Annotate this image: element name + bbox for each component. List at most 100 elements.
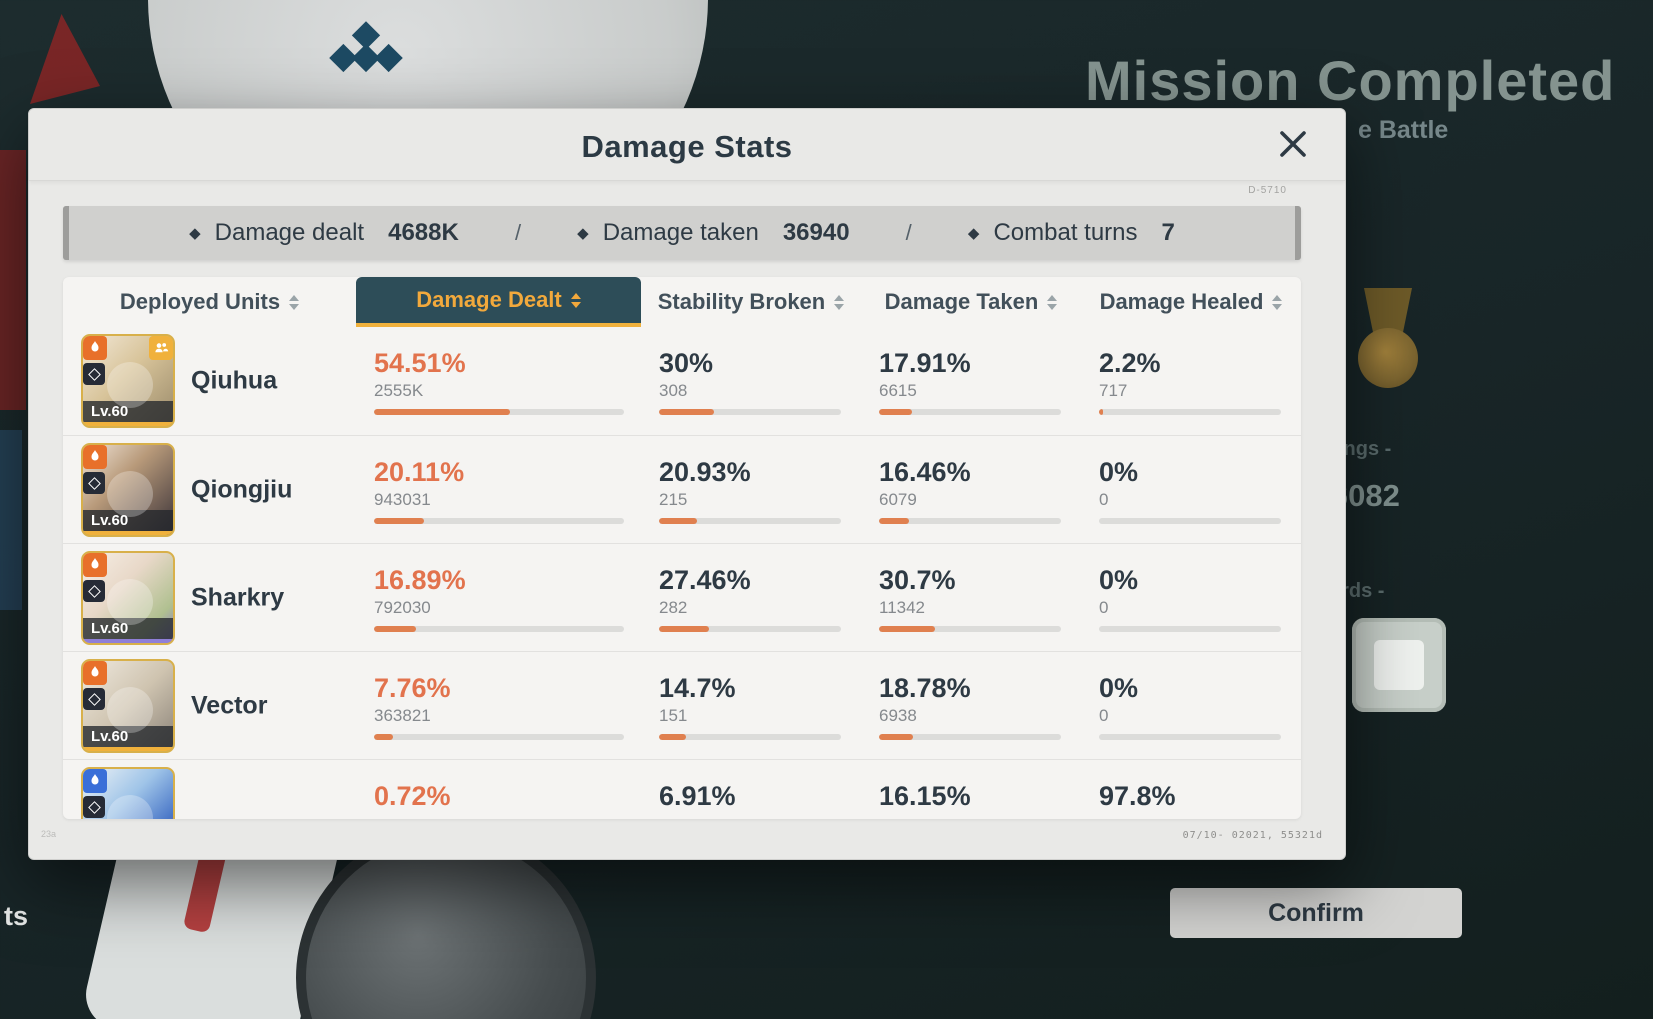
unit-avatar: [81, 767, 175, 819]
bar-fill: [879, 626, 935, 632]
rarity-accent-bar: [83, 422, 173, 426]
bar-fill: [879, 409, 912, 415]
diamond-glyph: [87, 692, 101, 706]
column-header-damage-dealt[interactable]: Damage Dealt: [356, 277, 641, 327]
damage-dealt-stat: 7.76% 363821: [374, 672, 624, 740]
confirm-button[interactable]: Confirm: [1170, 888, 1462, 938]
element-fire-icon: [83, 445, 107, 469]
damage-taken-value: 6938: [879, 706, 917, 725]
damage-taken-stat: 16.15%: [879, 780, 1061, 819]
summary-separator: /: [514, 220, 522, 245]
damage-healed-percent: 0%: [1099, 457, 1139, 487]
damage-healed-value: 0: [1099, 598, 1109, 617]
damage-taken-bar: [879, 518, 1061, 524]
sort-icon: [834, 294, 845, 310]
unit-avatar: Lv.60: [81, 551, 175, 645]
summary-damage-dealt: ◆ Damage dealt 4688K: [189, 219, 459, 247]
medal-disc: [1358, 328, 1418, 388]
sort-down-arrow: [1047, 303, 1058, 310]
diamond-bullet-icon: ◆: [189, 225, 201, 242]
sort-icon: [1272, 294, 1283, 310]
sort-icon: [1047, 294, 1058, 310]
summary-bar: ◆ Damage dealt 4688K / ◆ Damage taken 36…: [63, 206, 1301, 260]
stability-broken-bar: [659, 734, 841, 740]
diamond-bullet-icon: ◆: [967, 225, 980, 242]
damage-taken-percent: 18.78%: [879, 673, 971, 703]
column-header-damage-taken[interactable]: Damage Taken: [861, 277, 1081, 327]
sort-down-arrow: [834, 303, 845, 310]
damage-dealt-stat: 0.72%: [374, 780, 624, 819]
damage-taken-stat: 17.91% 6615: [879, 347, 1061, 415]
bar-fill: [879, 518, 909, 524]
sort-down-arrow: [1272, 303, 1283, 310]
table-row: 0.72% 6.91% 16.15% 97.8%: [63, 759, 1301, 819]
column-header-deployed-units[interactable]: Deployed Units: [63, 277, 356, 327]
column-header-damage-healed[interactable]: Damage Healed: [1081, 277, 1301, 327]
weapon-type-icon: [83, 688, 105, 710]
stability-broken-stat: 30% 308: [659, 347, 841, 415]
summary-left-cap: [63, 206, 69, 260]
table-row: Lv.60 Sharkry 16.89% 792030 27.46% 282 3…: [63, 543, 1301, 651]
damage-healed-stat: 97.8%: [1099, 780, 1281, 819]
stats-table-body[interactable]: Lv.60 Qiuhua 54.51% 2555K 30% 308 17.91%…: [63, 327, 1301, 819]
damage-dealt-percent: 16.89%: [374, 565, 466, 595]
damage-taken-percent: 16.46%: [879, 457, 971, 487]
team-leader-icon: [149, 336, 173, 360]
column-label: Stability Broken: [657, 289, 826, 314]
damage-dealt-stat: 16.89% 792030: [374, 564, 624, 632]
stability-broken-bar: [659, 409, 841, 415]
damage-healed-bar: [1099, 734, 1281, 740]
bar-fill: [659, 626, 709, 632]
damage-taken-stat: 30.7% 11342: [879, 564, 1061, 632]
summary-combat-turns: ◆ Combat turns 7: [968, 219, 1175, 247]
close-button[interactable]: [1269, 121, 1317, 169]
damage-taken-bar: [879, 626, 1061, 632]
stability-broken-value: 308: [659, 381, 688, 400]
stats-table-header: Deployed Units Damage Dealt Stability Br…: [63, 277, 1301, 327]
damage-healed-value: 717: [1099, 381, 1128, 400]
cutoff-corner-text: ts: [4, 901, 29, 931]
damage-dealt-value: 792030: [374, 598, 431, 617]
summary-label: Damage taken: [602, 219, 759, 246]
damage-dealt-percent: 7.76%: [374, 673, 451, 703]
stability-broken-value: 215: [659, 490, 688, 509]
unit-avatar: Lv.60: [81, 443, 175, 537]
summary-value: 36940: [782, 219, 850, 246]
stability-broken-stat: 27.46% 282: [659, 564, 841, 632]
column-header-stability-broken[interactable]: Stability Broken: [641, 277, 861, 327]
table-row: Lv.60 Qiongjiu 20.11% 943031 20.93% 215 …: [63, 435, 1301, 543]
level-badge: Lv.60: [83, 618, 173, 639]
stability-broken-percent: 30%: [659, 348, 714, 378]
damage-dealt-bar: [374, 409, 624, 415]
sort-up-arrow: [834, 294, 845, 301]
damage-healed-percent: 2.2%: [1099, 348, 1161, 378]
serial-code-bottom-right: 07/10- 02021, 55321d: [1182, 830, 1323, 841]
rank-medal-icon: [1352, 288, 1424, 388]
unit-avatar: Lv.60: [81, 334, 175, 428]
damage-healed-percent: 0%: [1099, 673, 1139, 703]
stability-broken-percent: 20.93%: [659, 457, 751, 487]
table-row: Lv.60 Vector 7.76% 363821 14.7% 151 18.7…: [63, 651, 1301, 759]
bar-fill: [374, 626, 417, 632]
damage-dealt-value: 943031: [374, 490, 431, 509]
damage-dealt-percent: 54.51%: [374, 348, 466, 378]
damage-dealt-bar: [374, 518, 624, 524]
summary-label: Combat turns: [993, 219, 1138, 246]
summary-damage-taken: ◆ Damage taken 36940: [577, 219, 849, 247]
stats-table: Deployed Units Damage Dealt Stability Br…: [63, 277, 1301, 819]
bar-fill: [659, 518, 698, 524]
diamond-glyph: [87, 584, 101, 598]
unit-cell: Lv.60 Qiuhua: [63, 327, 356, 435]
damage-dealt-value: 2555K: [374, 381, 424, 400]
reward-item-box: [1352, 618, 1446, 712]
damage-taken-percent: 30.7%: [879, 565, 956, 595]
summary-label: Damage dealt: [214, 219, 365, 246]
damage-healed-percent: 0%: [1099, 565, 1139, 595]
sort-down-arrow: [570, 301, 581, 308]
summary-right-cap: [1295, 206, 1301, 260]
damage-taken-stat: 18.78% 6938: [879, 672, 1061, 740]
unit-name: Qiongjiu: [191, 475, 293, 503]
rarity-accent-bar: [83, 639, 173, 643]
element-fire-icon: [83, 336, 107, 360]
weapon-type-icon: [83, 580, 105, 602]
